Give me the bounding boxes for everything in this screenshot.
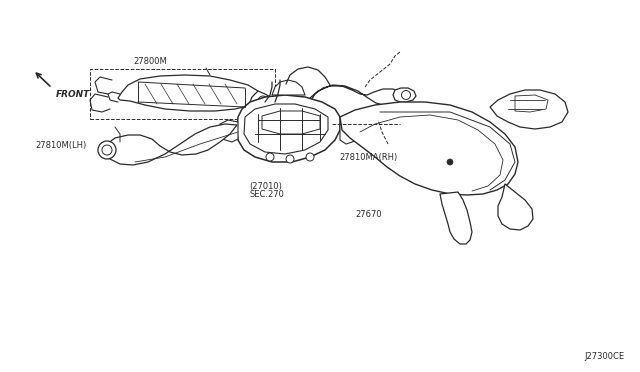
Polygon shape — [218, 120, 238, 142]
Polygon shape — [490, 90, 568, 129]
Polygon shape — [250, 91, 275, 110]
Polygon shape — [237, 95, 340, 162]
Text: 27800M: 27800M — [133, 57, 167, 66]
Text: FRONT: FRONT — [56, 90, 90, 99]
Polygon shape — [340, 102, 518, 195]
Text: (27010): (27010) — [250, 182, 282, 191]
Text: SEC.270: SEC.270 — [250, 190, 284, 199]
Circle shape — [401, 90, 410, 99]
Bar — [90, 69, 275, 119]
Polygon shape — [393, 88, 416, 102]
Circle shape — [98, 141, 116, 159]
Circle shape — [266, 153, 274, 161]
Polygon shape — [498, 184, 533, 230]
Circle shape — [102, 145, 112, 155]
Polygon shape — [440, 192, 472, 244]
Circle shape — [447, 159, 453, 165]
Circle shape — [306, 153, 314, 161]
Text: J27300CE: J27300CE — [584, 352, 624, 361]
Circle shape — [258, 96, 268, 106]
Polygon shape — [515, 95, 548, 112]
Circle shape — [286, 155, 294, 163]
Text: 27810MA(RH): 27810MA(RH) — [339, 153, 397, 161]
Text: 27670: 27670 — [355, 210, 382, 219]
Text: 27810M(LH): 27810M(LH) — [35, 141, 86, 150]
Circle shape — [217, 126, 227, 136]
Polygon shape — [244, 104, 328, 154]
Polygon shape — [105, 124, 237, 165]
Polygon shape — [262, 111, 320, 134]
Polygon shape — [272, 80, 305, 95]
Polygon shape — [118, 75, 260, 111]
Polygon shape — [340, 122, 360, 144]
Polygon shape — [310, 85, 403, 105]
